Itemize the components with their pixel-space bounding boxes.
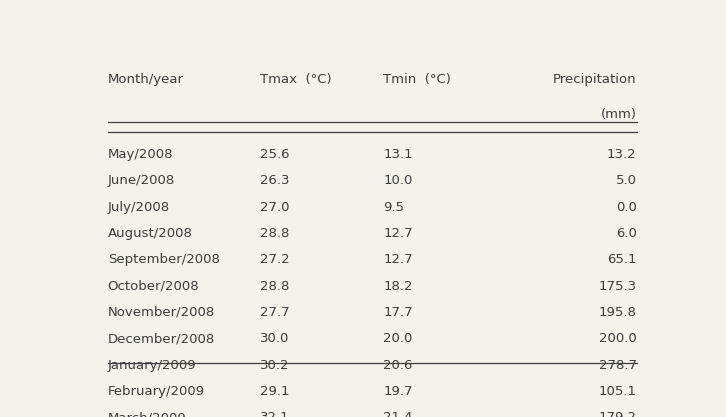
Text: 278.7: 278.7 (598, 359, 637, 372)
Text: December/2008: December/2008 (107, 332, 215, 345)
Text: November/2008: November/2008 (107, 306, 215, 319)
Text: Precipitation: Precipitation (553, 73, 637, 85)
Text: 13.1: 13.1 (383, 148, 413, 161)
Text: 12.7: 12.7 (383, 253, 413, 266)
Text: 28.8: 28.8 (259, 227, 289, 240)
Text: 32.1: 32.1 (259, 411, 289, 417)
Text: 27.7: 27.7 (259, 306, 289, 319)
Text: 5.0: 5.0 (616, 174, 637, 187)
Text: 20.0: 20.0 (383, 332, 412, 345)
Text: (mm): (mm) (600, 108, 637, 121)
Text: 26.3: 26.3 (259, 174, 289, 187)
Text: January/2009: January/2009 (107, 359, 196, 372)
Text: 21.4: 21.4 (383, 411, 413, 417)
Text: 9.5: 9.5 (383, 201, 404, 214)
Text: 10.0: 10.0 (383, 174, 412, 187)
Text: Month/year: Month/year (107, 73, 184, 85)
Text: 12.7: 12.7 (383, 227, 413, 240)
Text: July/2008: July/2008 (107, 201, 170, 214)
Text: 27.0: 27.0 (259, 201, 289, 214)
Text: 200.0: 200.0 (599, 332, 637, 345)
Text: 28.8: 28.8 (259, 280, 289, 293)
Text: 17.7: 17.7 (383, 306, 413, 319)
Text: October/2008: October/2008 (107, 280, 199, 293)
Text: 0.0: 0.0 (616, 201, 637, 214)
Text: 175.3: 175.3 (598, 280, 637, 293)
Text: 6.0: 6.0 (616, 227, 637, 240)
Text: 29.1: 29.1 (259, 385, 289, 398)
Text: 18.2: 18.2 (383, 280, 413, 293)
Text: March/2009: March/2009 (107, 411, 187, 417)
Text: Tmax  (°C): Tmax (°C) (259, 73, 331, 85)
Text: February/2009: February/2009 (107, 385, 205, 398)
Text: September/2008: September/2008 (107, 253, 219, 266)
Text: 195.8: 195.8 (599, 306, 637, 319)
Text: 30.0: 30.0 (259, 332, 289, 345)
Text: 25.6: 25.6 (259, 148, 289, 161)
Text: 27.2: 27.2 (259, 253, 289, 266)
Text: 30.2: 30.2 (259, 359, 289, 372)
Text: 105.1: 105.1 (598, 385, 637, 398)
Text: August/2008: August/2008 (107, 227, 192, 240)
Text: 13.2: 13.2 (607, 148, 637, 161)
Text: May/2008: May/2008 (107, 148, 173, 161)
Text: Tmin  (°C): Tmin (°C) (383, 73, 451, 85)
Text: 65.1: 65.1 (607, 253, 637, 266)
Text: June/2008: June/2008 (107, 174, 175, 187)
Text: 20.6: 20.6 (383, 359, 412, 372)
Text: 19.7: 19.7 (383, 385, 413, 398)
Text: 179.2: 179.2 (598, 411, 637, 417)
